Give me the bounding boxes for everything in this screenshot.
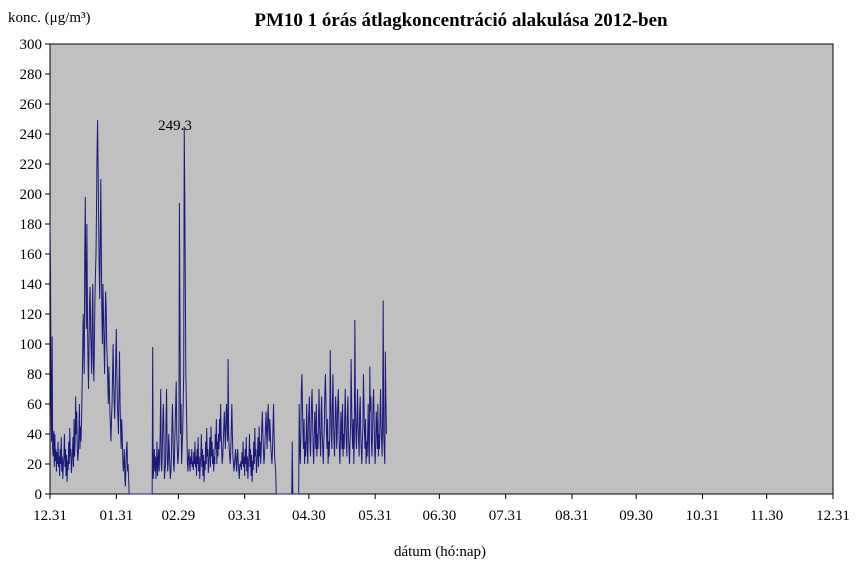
y-tick-label: 180 xyxy=(20,217,43,233)
x-tick-label: 07.31 xyxy=(489,508,523,524)
series-line xyxy=(49,120,387,495)
y-tick-label: 140 xyxy=(20,277,43,293)
y-tick-label: 200 xyxy=(20,187,43,203)
x-tick-label: 12.31 xyxy=(816,508,850,524)
y-tick-label: 300 xyxy=(20,37,43,53)
y-axis-label: konc. (μg/m³) xyxy=(8,10,91,26)
x-tick-label: 02.29 xyxy=(161,508,195,524)
y-tick-label: 80 xyxy=(27,367,42,383)
y-tick-label: 60 xyxy=(27,397,42,413)
y-tick-label: 220 xyxy=(20,157,43,173)
plot-area xyxy=(49,43,834,495)
y-tick-label: 260 xyxy=(20,97,43,113)
x-tick-label: 10.31 xyxy=(686,508,720,524)
x-tick-label: 06.30 xyxy=(422,508,456,524)
y-tick-label: 20 xyxy=(27,457,42,473)
y-tick-label: 280 xyxy=(20,67,43,83)
series-layer xyxy=(49,120,387,495)
x-tick-label: 11.30 xyxy=(750,508,783,524)
x-tick-label: 12.31 xyxy=(33,508,67,524)
x-axis-label: dátum (hó:nap) xyxy=(394,544,486,560)
y-tick-label: 240 xyxy=(20,127,43,143)
y-tick-label: 0 xyxy=(35,487,43,503)
peak-annotation: 249.3 xyxy=(158,118,192,134)
x-axis: 12.31 01.31 02.29 03.31 04.30 05.31 06.30 07.31… xyxy=(33,494,850,524)
x-tick-label: 03.31 xyxy=(228,508,262,524)
y-tick-label: 100 xyxy=(20,337,43,353)
x-tick-label: 01.31 xyxy=(99,508,133,524)
chart-title: PM10 1 órás átlagkoncentráció alakulása … xyxy=(254,10,668,31)
x-tick-label: 09.30 xyxy=(619,508,653,524)
y-axis: 0 20 40 60 80 100 120 140 160 180 200 220 240 260 280 3… xyxy=(20,37,50,503)
x-tick-label: 04.30 xyxy=(292,508,326,524)
y-tick-label: 120 xyxy=(20,307,43,323)
y-tick-label: 40 xyxy=(27,427,42,443)
annotation-layer: 249.3 xyxy=(158,118,192,134)
x-tick-label: 08.31 xyxy=(555,508,589,524)
x-tick-label: 05.31 xyxy=(358,508,392,524)
y-tick-label: 160 xyxy=(20,247,43,263)
